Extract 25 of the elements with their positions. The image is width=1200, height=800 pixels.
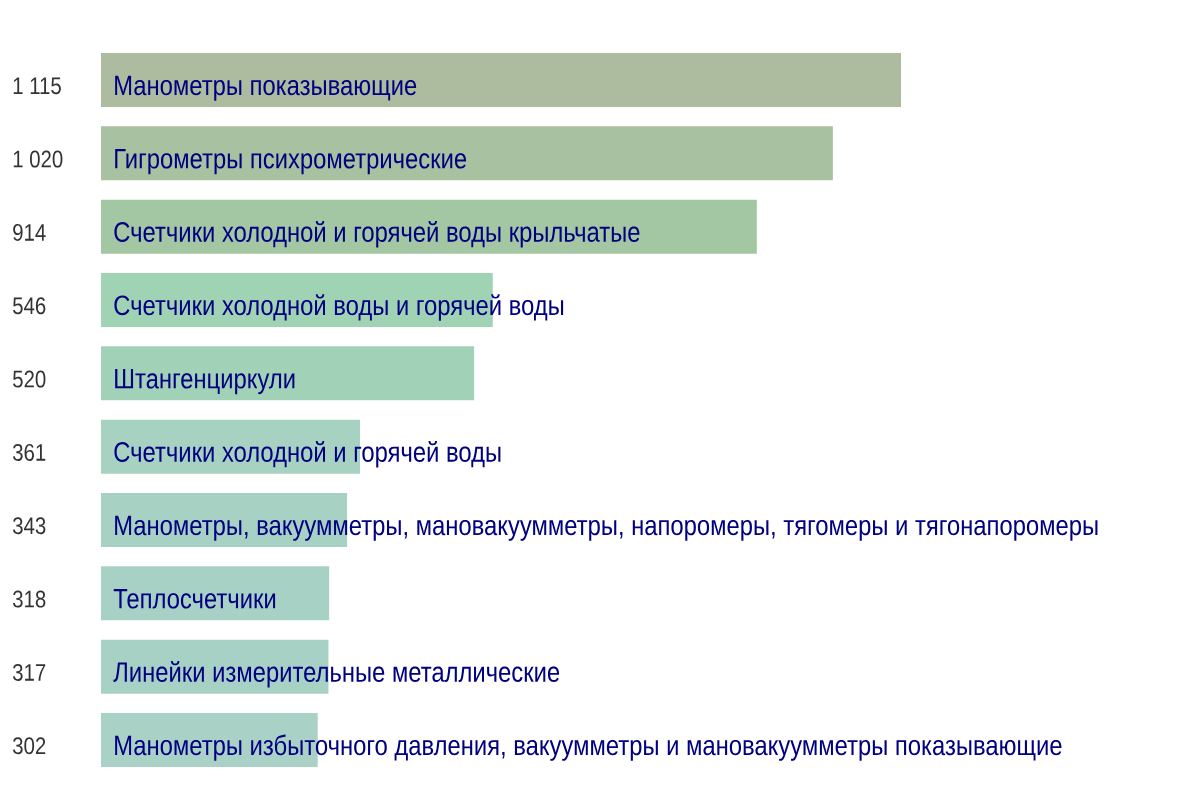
y-tick-label: Счетчики холодной и горячей воды крыльчатые	[114, 220, 640, 248]
y-tick-label: Теплосчетчики	[113, 589, 276, 609]
y-tick-label: Манометры показывающие	[115, 75, 417, 101]
y-tick-label: Линейки измерительные металлические	[113, 660, 560, 688]
y-tick-label: Счетчики холодной и горячей воды	[114, 440, 501, 468]
y-tick-label: Счетчики холодной воды и горячей воды	[114, 294, 564, 321]
y-tick-label: Штангенциркули	[115, 369, 295, 395]
bar	[101, 52, 902, 107]
y-tick-label: Гигрометры психрометрические	[115, 149, 467, 175]
y-tick-label: Манометры избыточного давления, вакуумметры и мановакуумметры показывающие	[115, 734, 1062, 761]
y-tick-label: Манометры, вакуумметры, мановакуумметры, напоромеры, тягомеры и тягонапоромеры	[115, 515, 1098, 541]
data-label: 361	[12, 443, 46, 461]
bar	[101, 199, 757, 254]
data-label: 317	[12, 663, 46, 681]
data-label: 318	[12, 590, 46, 608]
data-label: 914	[13, 223, 46, 241]
data-label: 302	[12, 737, 46, 755]
bar	[101, 126, 833, 181]
bar	[101, 566, 330, 621]
data-label: 1 020	[13, 150, 63, 168]
bar	[101, 346, 475, 401]
data-label: 1 115	[13, 77, 61, 95]
data-label: 343	[12, 517, 46, 535]
data-label: 520	[13, 370, 46, 388]
data-label: 546	[13, 297, 46, 315]
